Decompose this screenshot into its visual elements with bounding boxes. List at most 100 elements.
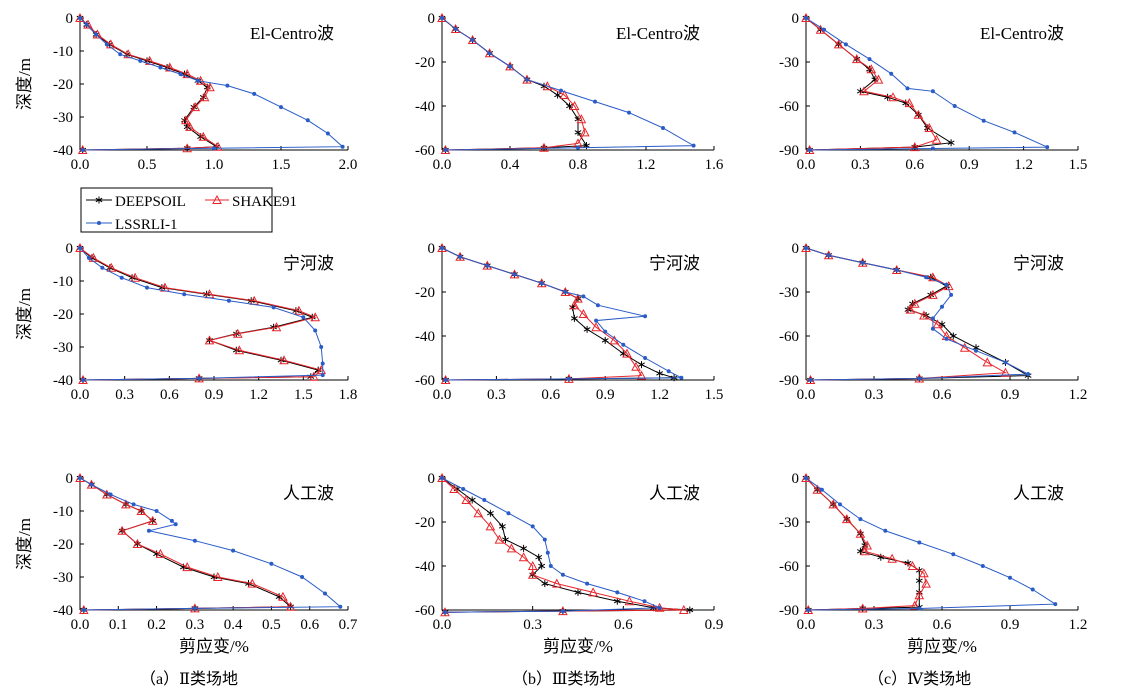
y-tick-label: -40: [415, 99, 435, 115]
x-tick-label: 0.3: [487, 387, 506, 403]
legend-box: [80, 187, 273, 233]
y-tick-label: -60: [415, 143, 435, 159]
legend-label-shake91: SHAKE91: [232, 194, 297, 210]
legend-label-deepsoil: DEEPSOIL: [115, 194, 186, 210]
x-tick-label: 0.0: [71, 387, 90, 403]
x-tick-label: 0.9: [1001, 617, 1020, 633]
x-tick-label: 0.9: [960, 157, 979, 173]
x-tick-label: 0.7: [339, 617, 358, 633]
series-shake91: [806, 248, 1006, 380]
panel-title: El-Centro波: [616, 24, 700, 43]
y-tick-label: -60: [779, 99, 799, 115]
panel-6: 0.0 0.3 0.6 0.9 1.2 0 -30 -60 -90 宁河波: [779, 241, 1087, 403]
y-tick-label: -40: [53, 143, 73, 159]
y-tick-label: -10: [53, 274, 73, 290]
series-shake91: [806, 18, 937, 150]
series-lssrli-1: [440, 246, 684, 382]
caption-a: （a）Ⅱ类场地: [140, 671, 238, 688]
x-tick-label: 0.1: [109, 617, 128, 633]
x-tick-label: 0.5: [138, 157, 157, 173]
x-tick-label: 0.0: [797, 617, 816, 633]
y-tick-label: -30: [779, 55, 799, 71]
panel-5: 0.0 0.3 0.6 0.9 1.2 1.5 0 -20 -40 -60 宁河波: [415, 241, 723, 403]
x-axis-label: 剪应变/%: [907, 637, 977, 656]
x-tick-label: 0.0: [71, 617, 90, 633]
x-tick-label: 0.4: [224, 617, 243, 633]
x-tick-label: 0.3: [851, 157, 870, 173]
x-axis-label: 剪应变/%: [179, 637, 249, 656]
series-deepsoil: [802, 244, 1032, 384]
y-tick-label: -40: [415, 559, 435, 575]
x-tick-label: 0.8: [569, 157, 588, 173]
y-tick-label: 0: [66, 11, 74, 27]
x-tick-label: 2.0: [339, 157, 358, 173]
panel-title: El-Centro波: [980, 24, 1064, 43]
x-tick-label: 1.2: [1014, 157, 1033, 173]
panel-title: 人工波: [649, 484, 700, 503]
y-tick-label: -20: [53, 77, 73, 93]
series-lssrli-1: [78, 16, 345, 152]
series-deepsoil: [438, 14, 590, 154]
y-tick-label: 0: [66, 471, 74, 487]
x-tick-label: 0.9: [1001, 387, 1020, 403]
y-axis-label: 深度/m: [15, 58, 34, 110]
x-tick-label: 1.2: [249, 387, 268, 403]
panel-2: 0.0 0.4 0.8 1.2 1.6 0 -20 -40 -60 El-Centro波: [415, 11, 724, 173]
x-tick-label: 0.4: [501, 157, 520, 173]
series-deepsoil: [802, 474, 923, 614]
x-tick-label: 1.6: [705, 157, 724, 173]
series-shake91: [442, 18, 585, 150]
y-tick-label: -60: [415, 373, 435, 389]
x-tick-label: 0.0: [797, 387, 816, 403]
y-tick-label: 0: [792, 11, 800, 27]
x-tick-label: 0.3: [523, 617, 542, 633]
x-tick-label: 0.0: [433, 617, 452, 633]
y-tick-label: -20: [53, 307, 73, 323]
x-tick-label: 0.6: [614, 617, 633, 633]
x-tick-label: 1.5: [272, 157, 291, 173]
x-tick-label: 1.2: [637, 157, 656, 173]
x-tick-label: 0.6: [905, 157, 924, 173]
caption-c: （c）Ⅳ类场地: [868, 671, 972, 688]
x-tick-label: 0.6: [541, 387, 560, 403]
legend-label-lssrli: LSSRLI-1: [115, 217, 178, 233]
y-axis-label: 深度/m: [15, 288, 34, 340]
y-tick-label: -40: [415, 329, 435, 345]
y-tick-label: -90: [779, 143, 799, 159]
x-tick-label: 0.9: [596, 387, 615, 403]
x-tick-label: 0.9: [705, 617, 724, 633]
y-tick-label: 0: [792, 241, 800, 257]
y-tick-label: -30: [779, 515, 799, 531]
series-lssrli-1: [78, 246, 325, 382]
series-lssrli-1: [440, 16, 696, 152]
y-tick-label: -20: [415, 55, 435, 71]
y-tick-label: -90: [779, 603, 799, 619]
x-tick-label: 0.0: [71, 157, 90, 173]
y-tick-label: 0: [66, 241, 74, 257]
x-tick-label: 1.2: [650, 387, 669, 403]
y-tick-label: 0: [428, 471, 436, 487]
y-tick-label: 0: [428, 241, 436, 257]
series-shake91: [442, 478, 684, 612]
series-shake91: [442, 248, 642, 380]
x-tick-label: 0.2: [147, 617, 166, 633]
series-deepsoil: [802, 14, 955, 154]
y-tick-label: -10: [53, 504, 73, 520]
x-tick-label: 1.5: [1069, 157, 1088, 173]
series-deepsoil: [76, 14, 221, 154]
y-tick-label: -20: [415, 515, 435, 531]
panel-title: 人工波: [283, 484, 334, 503]
y-tick-label: -60: [779, 559, 799, 575]
y-tick-label: 0: [792, 471, 800, 487]
y-tick-label: -30: [53, 570, 73, 586]
panel-title: 宁河波: [1013, 254, 1064, 273]
x-tick-label: 0.3: [185, 617, 204, 633]
panel-title: El-Centro波: [250, 24, 334, 43]
panel-title: 人工波: [1013, 484, 1064, 503]
y-tick-label: -60: [415, 603, 435, 619]
series-shake91: [806, 478, 926, 610]
x-tick-label: 1.5: [294, 387, 313, 403]
y-tick-label: -30: [53, 110, 73, 126]
y-tick-label: -60: [779, 329, 799, 345]
y-tick-label: -30: [53, 340, 73, 356]
